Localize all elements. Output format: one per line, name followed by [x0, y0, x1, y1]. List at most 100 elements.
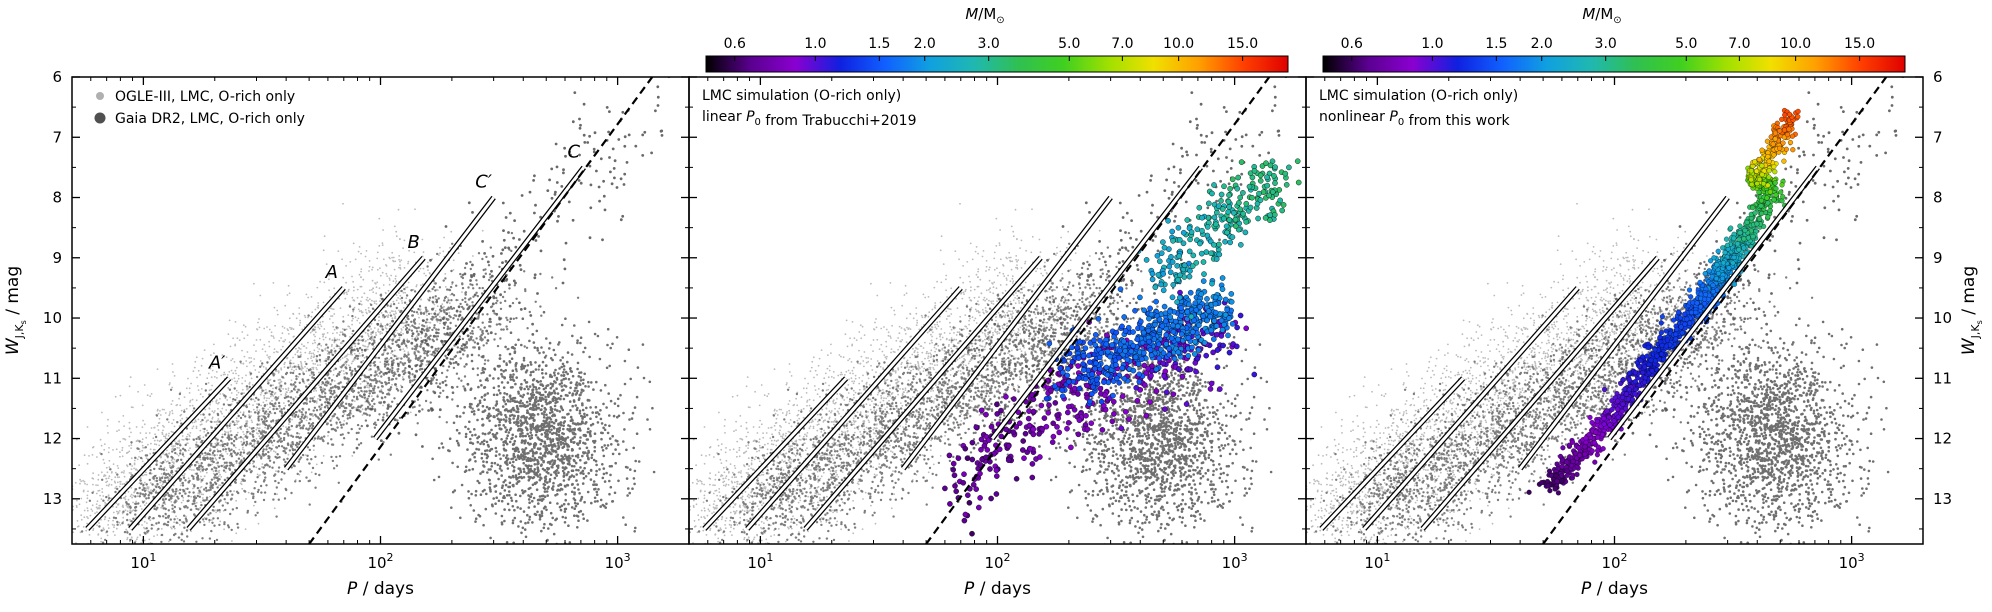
- scatter-point: [354, 345, 356, 347]
- scatter-point: [364, 292, 366, 294]
- scatter-point: [508, 287, 510, 289]
- scatter-point: [19, 525, 21, 527]
- scatter-point: [137, 459, 139, 461]
- scatter-point: [391, 252, 393, 254]
- scatter-point: [345, 265, 347, 267]
- scatter-point: [314, 487, 316, 489]
- scatter-point: [172, 447, 174, 449]
- scatter-point: [144, 474, 146, 476]
- scatter-point: [99, 495, 101, 497]
- scatter-point: [109, 460, 111, 462]
- scatter-point: [227, 502, 229, 504]
- scatter-point: [196, 461, 198, 463]
- scatter-point: [311, 316, 313, 318]
- scatter-point: [384, 396, 386, 398]
- scatter-point: [182, 482, 184, 484]
- scatter-point: [288, 454, 290, 456]
- scatter-point: [362, 408, 364, 410]
- scatter-point: [252, 430, 254, 432]
- scatter-point: [358, 318, 360, 320]
- scatter-point: [295, 444, 297, 446]
- scatter-point: [136, 440, 138, 442]
- scatter-point: [208, 382, 210, 384]
- scatter-point: [179, 444, 181, 446]
- scatter-point: [123, 425, 125, 427]
- scatter-point: [401, 343, 403, 345]
- scatter-point: [258, 523, 260, 525]
- scatter-point: [388, 379, 390, 381]
- scatter-point: [419, 323, 421, 325]
- scatter-point: [273, 440, 275, 442]
- scatter-point: [355, 259, 357, 261]
- scatter-point: [349, 367, 351, 369]
- scatter-point: [241, 455, 243, 457]
- scatter-point: [346, 328, 348, 330]
- scatter-point: [308, 408, 310, 410]
- scatter-point: [96, 493, 98, 495]
- scatter-point: [416, 311, 418, 313]
- scatter-point: [411, 368, 413, 370]
- scatter-point: [420, 299, 422, 301]
- scatter-point: [408, 361, 410, 363]
- scatter-point: [417, 422, 419, 424]
- scatter-point: [505, 325, 507, 327]
- scatter-point: [325, 360, 327, 362]
- scatter-point: [98, 474, 100, 476]
- scatter-point: [179, 415, 181, 417]
- scatter-point: [384, 346, 386, 348]
- scatter-point: [235, 447, 237, 449]
- scatter-point: [338, 298, 340, 300]
- scatter-point: [204, 349, 206, 351]
- scatter-point: [159, 440, 161, 442]
- scatter-point: [183, 411, 185, 413]
- scatter-point: [217, 408, 219, 410]
- scatter-point: [381, 332, 383, 334]
- scatter-point: [87, 495, 89, 497]
- scatter-point: [375, 300, 377, 302]
- scatter-point: [162, 499, 164, 501]
- scatter-point: [165, 498, 167, 500]
- scatter-point: [462, 353, 464, 355]
- scatter-point: [131, 510, 133, 512]
- scatter-point: [86, 523, 88, 525]
- scatter-point: [293, 313, 295, 315]
- scatter-point: [436, 253, 438, 255]
- scatter-point: [287, 434, 289, 436]
- scatter-point: [300, 436, 302, 438]
- scatter-point: [435, 315, 437, 317]
- scatter-point: [330, 351, 332, 353]
- scatter-point: [316, 464, 318, 466]
- scatter-point: [150, 492, 152, 494]
- scatter-point: [411, 330, 413, 332]
- scatter-point: [295, 396, 297, 398]
- scatter-point: [180, 420, 182, 422]
- scatter-point: [204, 554, 206, 556]
- scatter-point: [271, 441, 273, 443]
- scatter-point: [336, 465, 338, 467]
- scatter-point: [301, 416, 303, 418]
- scatter-point: [342, 328, 344, 330]
- scatter-point: [176, 453, 178, 455]
- scatter-point: [373, 387, 375, 389]
- scatter-point: [278, 388, 280, 390]
- scatter-point: [346, 292, 348, 294]
- scatter-point: [342, 433, 344, 435]
- scatter-point: [224, 446, 226, 448]
- scatter-point: [369, 298, 371, 300]
- scatter-point: [163, 501, 165, 503]
- scatter-point: [259, 427, 261, 429]
- scatter-point: [420, 343, 422, 345]
- scatter-point: [305, 476, 307, 478]
- scatter-point: [248, 416, 250, 418]
- scatter-point: [101, 576, 103, 578]
- scatter-point: [213, 344, 215, 346]
- scatter-point: [289, 327, 291, 329]
- scatter-point: [142, 484, 144, 486]
- scatter-point: [367, 333, 369, 335]
- scatter-point: [270, 393, 272, 395]
- scatter-point: [268, 457, 270, 459]
- scatter-point: [158, 445, 160, 447]
- scatter-point: [132, 518, 134, 520]
- scatter-point: [240, 393, 242, 395]
- scatter-point: [241, 383, 243, 385]
